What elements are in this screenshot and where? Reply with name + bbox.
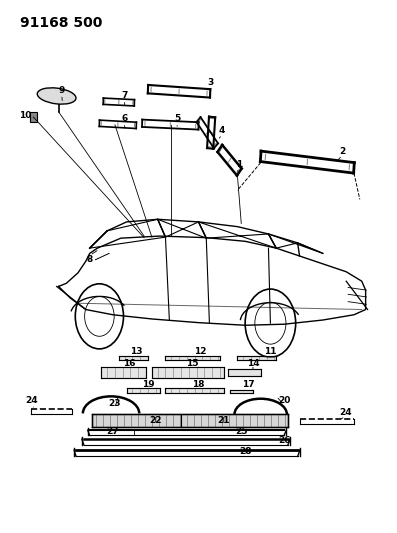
Text: 8: 8 xyxy=(87,255,93,264)
Text: 5: 5 xyxy=(174,114,180,123)
Text: 91168 500: 91168 500 xyxy=(20,15,102,30)
Text: 11: 11 xyxy=(264,347,277,356)
Text: 16: 16 xyxy=(123,359,136,368)
Bar xyxy=(152,367,224,378)
Ellipse shape xyxy=(37,88,76,104)
Text: 19: 19 xyxy=(142,379,154,389)
Text: 2: 2 xyxy=(339,147,345,156)
Text: 24: 24 xyxy=(25,397,38,405)
Text: 23: 23 xyxy=(109,399,121,408)
Text: 26: 26 xyxy=(278,436,290,445)
Text: 3: 3 xyxy=(207,78,213,87)
Text: 18: 18 xyxy=(192,379,205,389)
Text: 14: 14 xyxy=(247,359,259,368)
Bar xyxy=(227,369,261,376)
Bar xyxy=(92,415,288,426)
Text: 15: 15 xyxy=(186,359,198,368)
Bar xyxy=(30,112,37,122)
Text: 6: 6 xyxy=(121,114,128,123)
Text: 12: 12 xyxy=(194,347,207,356)
Text: 21: 21 xyxy=(218,416,230,425)
Text: 10: 10 xyxy=(19,111,32,120)
Bar xyxy=(237,356,276,360)
Bar xyxy=(127,388,160,393)
Text: 22: 22 xyxy=(150,416,162,425)
Text: 28: 28 xyxy=(239,447,251,456)
Bar xyxy=(101,367,146,378)
Bar xyxy=(166,356,220,360)
Text: 24: 24 xyxy=(339,408,352,417)
Text: 27: 27 xyxy=(107,427,119,437)
Text: 4: 4 xyxy=(219,126,225,135)
Bar xyxy=(229,390,253,393)
Text: 25: 25 xyxy=(235,427,247,437)
Bar xyxy=(166,388,224,393)
Text: 1: 1 xyxy=(236,160,243,168)
Text: 9: 9 xyxy=(58,86,65,95)
Bar xyxy=(119,356,148,360)
Text: 20: 20 xyxy=(278,397,290,405)
Text: 13: 13 xyxy=(130,347,143,356)
Text: 7: 7 xyxy=(121,91,128,100)
Text: 17: 17 xyxy=(242,379,254,389)
